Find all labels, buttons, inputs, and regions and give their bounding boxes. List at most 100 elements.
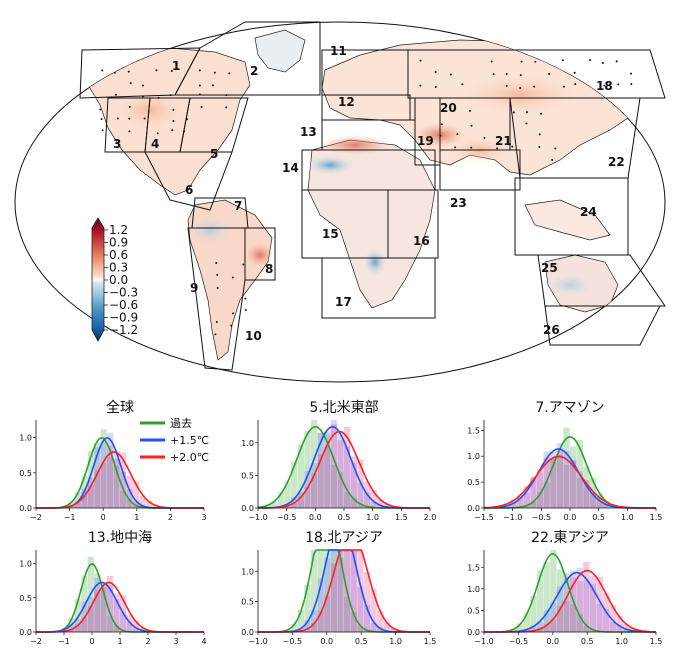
- histogram-bar: [543, 610, 550, 632]
- significance-dot: [99, 108, 102, 111]
- histogram-bar: [132, 620, 140, 632]
- y-tick-label: 0.5: [467, 606, 480, 615]
- x-tick-label: 1.5: [424, 637, 437, 646]
- significance-dot: [244, 309, 247, 312]
- x-tick-label: 1.0: [621, 513, 634, 522]
- colorbar-tick-label: −0.9: [109, 311, 138, 325]
- region-label-2: 2: [250, 64, 258, 78]
- north-america-warm-anomaly: [115, 90, 185, 130]
- histogram-bar: [107, 445, 114, 508]
- histogram-bar: [344, 596, 351, 632]
- histogram-bar: [113, 593, 120, 632]
- panel-6: 22.東アジア −1.0 −0.5 0.0 0.5 1.0 1.5 0.0 0.5 1.0 1.5: [467, 530, 662, 646]
- histogram-bar: [330, 563, 338, 632]
- histogram-bar: [330, 550, 338, 632]
- histogram-bar: [556, 569, 564, 632]
- region-box-25: [537, 254, 666, 307]
- significance-dot: [456, 133, 459, 136]
- histogram-bar: [337, 440, 344, 508]
- histogram-bar: [324, 550, 331, 632]
- x-tick-label: 2: [168, 513, 173, 522]
- y-tick-label: 1.0: [467, 585, 480, 594]
- histogram-bar: [310, 550, 318, 632]
- histogram-bar: [536, 570, 544, 632]
- significance-dot: [470, 124, 473, 127]
- histogram-bar: [291, 461, 298, 508]
- colorbar-ticks: 1.20.90.60.30.0−0.3−0.6−0.9−1.2: [104, 223, 138, 337]
- panel-4: 13.地中海 −2 −1 0 1 2 3 4 0.0 0.5 1.0: [19, 530, 206, 646]
- histogram-bar: [576, 581, 583, 632]
- histogram-bar: [113, 465, 120, 508]
- histogram-bar: [350, 550, 357, 632]
- y-tick-label: 1.5: [467, 563, 480, 572]
- histogram-bar: [330, 420, 338, 508]
- southern-africa-cool-anomaly: [363, 248, 387, 276]
- histogram-bar: [603, 504, 610, 508]
- histogram-bar: [536, 469, 544, 508]
- significance-dot: [470, 146, 473, 149]
- significance-dot: [540, 112, 543, 115]
- histogram-bar: [377, 628, 384, 632]
- histogram-bar: [503, 505, 511, 508]
- x-tick-label: 0: [101, 513, 106, 522]
- histogram-bar: [357, 626, 364, 632]
- histogram-bar: [570, 446, 577, 508]
- histogram-bar: [583, 466, 590, 508]
- histogram-bar: [350, 462, 357, 508]
- significance-dot: [512, 111, 515, 114]
- histogram-bar: [87, 477, 94, 508]
- histogram-bar: [350, 550, 357, 632]
- significance-dot: [533, 85, 536, 88]
- y-tick-label: 1.5: [467, 426, 480, 435]
- histogram-bar: [370, 622, 377, 632]
- significance-dot: [490, 60, 493, 63]
- histogram-bar: [113, 599, 120, 632]
- histogram-bar: [344, 426, 351, 508]
- y-tick-label: 0.0: [241, 628, 254, 637]
- colorbar-tick-label: 0.9: [109, 236, 128, 250]
- histogram-bar: [304, 486, 311, 508]
- histogram-bar: [100, 583, 107, 632]
- significance-dot: [244, 297, 247, 300]
- x-tick-label: 1.0: [389, 637, 402, 646]
- significance-dot: [603, 84, 606, 87]
- histogram-bar: [74, 491, 81, 508]
- histogram-bar: [563, 600, 570, 632]
- significance-stipples: [99, 59, 633, 336]
- region-label-13: 13: [300, 125, 317, 139]
- colorbar-tick-label: 0.3: [109, 261, 128, 275]
- x-tick-label: 0.5: [581, 637, 594, 646]
- histogram-bar: [81, 495, 88, 508]
- panel-3: 7.アマゾン −1.5 −1.0 −0.5 0.0 0.5 1.0 1.5 0.0 0.5 1.0 1…: [467, 400, 662, 522]
- region-label-24: 24: [580, 205, 597, 219]
- significance-dot: [519, 74, 522, 77]
- histogram-bar: [81, 575, 88, 632]
- panel-title: 13.地中海: [88, 530, 152, 546]
- histogram-bar: [324, 431, 331, 508]
- distribution-panels: 全球−2 −1 0 1 2 30.00.51.05.北米東部−1.0 −0.5 0.0 0.5 1…: [19, 399, 662, 646]
- significance-dot: [172, 119, 175, 122]
- panel-1: 全球 −2 −1 0 1 2 3 0.0 0.5 1.0: [19, 399, 206, 522]
- x-tick-label: 1.5: [395, 513, 408, 522]
- histogram-bar: [100, 586, 107, 632]
- histogram-bar: [550, 451, 557, 508]
- significance-dot: [492, 73, 495, 76]
- significance-dot: [156, 132, 159, 135]
- histogram-bar: [324, 446, 331, 508]
- histogram-bar: [145, 500, 153, 508]
- significance-dot: [525, 122, 528, 125]
- histogram-bar: [337, 472, 344, 508]
- x-tick-label: −1: [64, 513, 76, 522]
- region-box-17: [321, 257, 436, 319]
- histogram-bar: [563, 451, 570, 508]
- y-tick-label: 0.5: [467, 478, 480, 487]
- significance-dot: [231, 312, 234, 315]
- histogram-bar: [277, 491, 285, 508]
- histogram-bar: [304, 584, 311, 632]
- histogram-bar: [523, 493, 531, 508]
- histogram-bar: [310, 463, 318, 508]
- significance-dot: [231, 276, 234, 279]
- histogram-bar: [120, 491, 127, 508]
- significance-dot: [496, 147, 499, 150]
